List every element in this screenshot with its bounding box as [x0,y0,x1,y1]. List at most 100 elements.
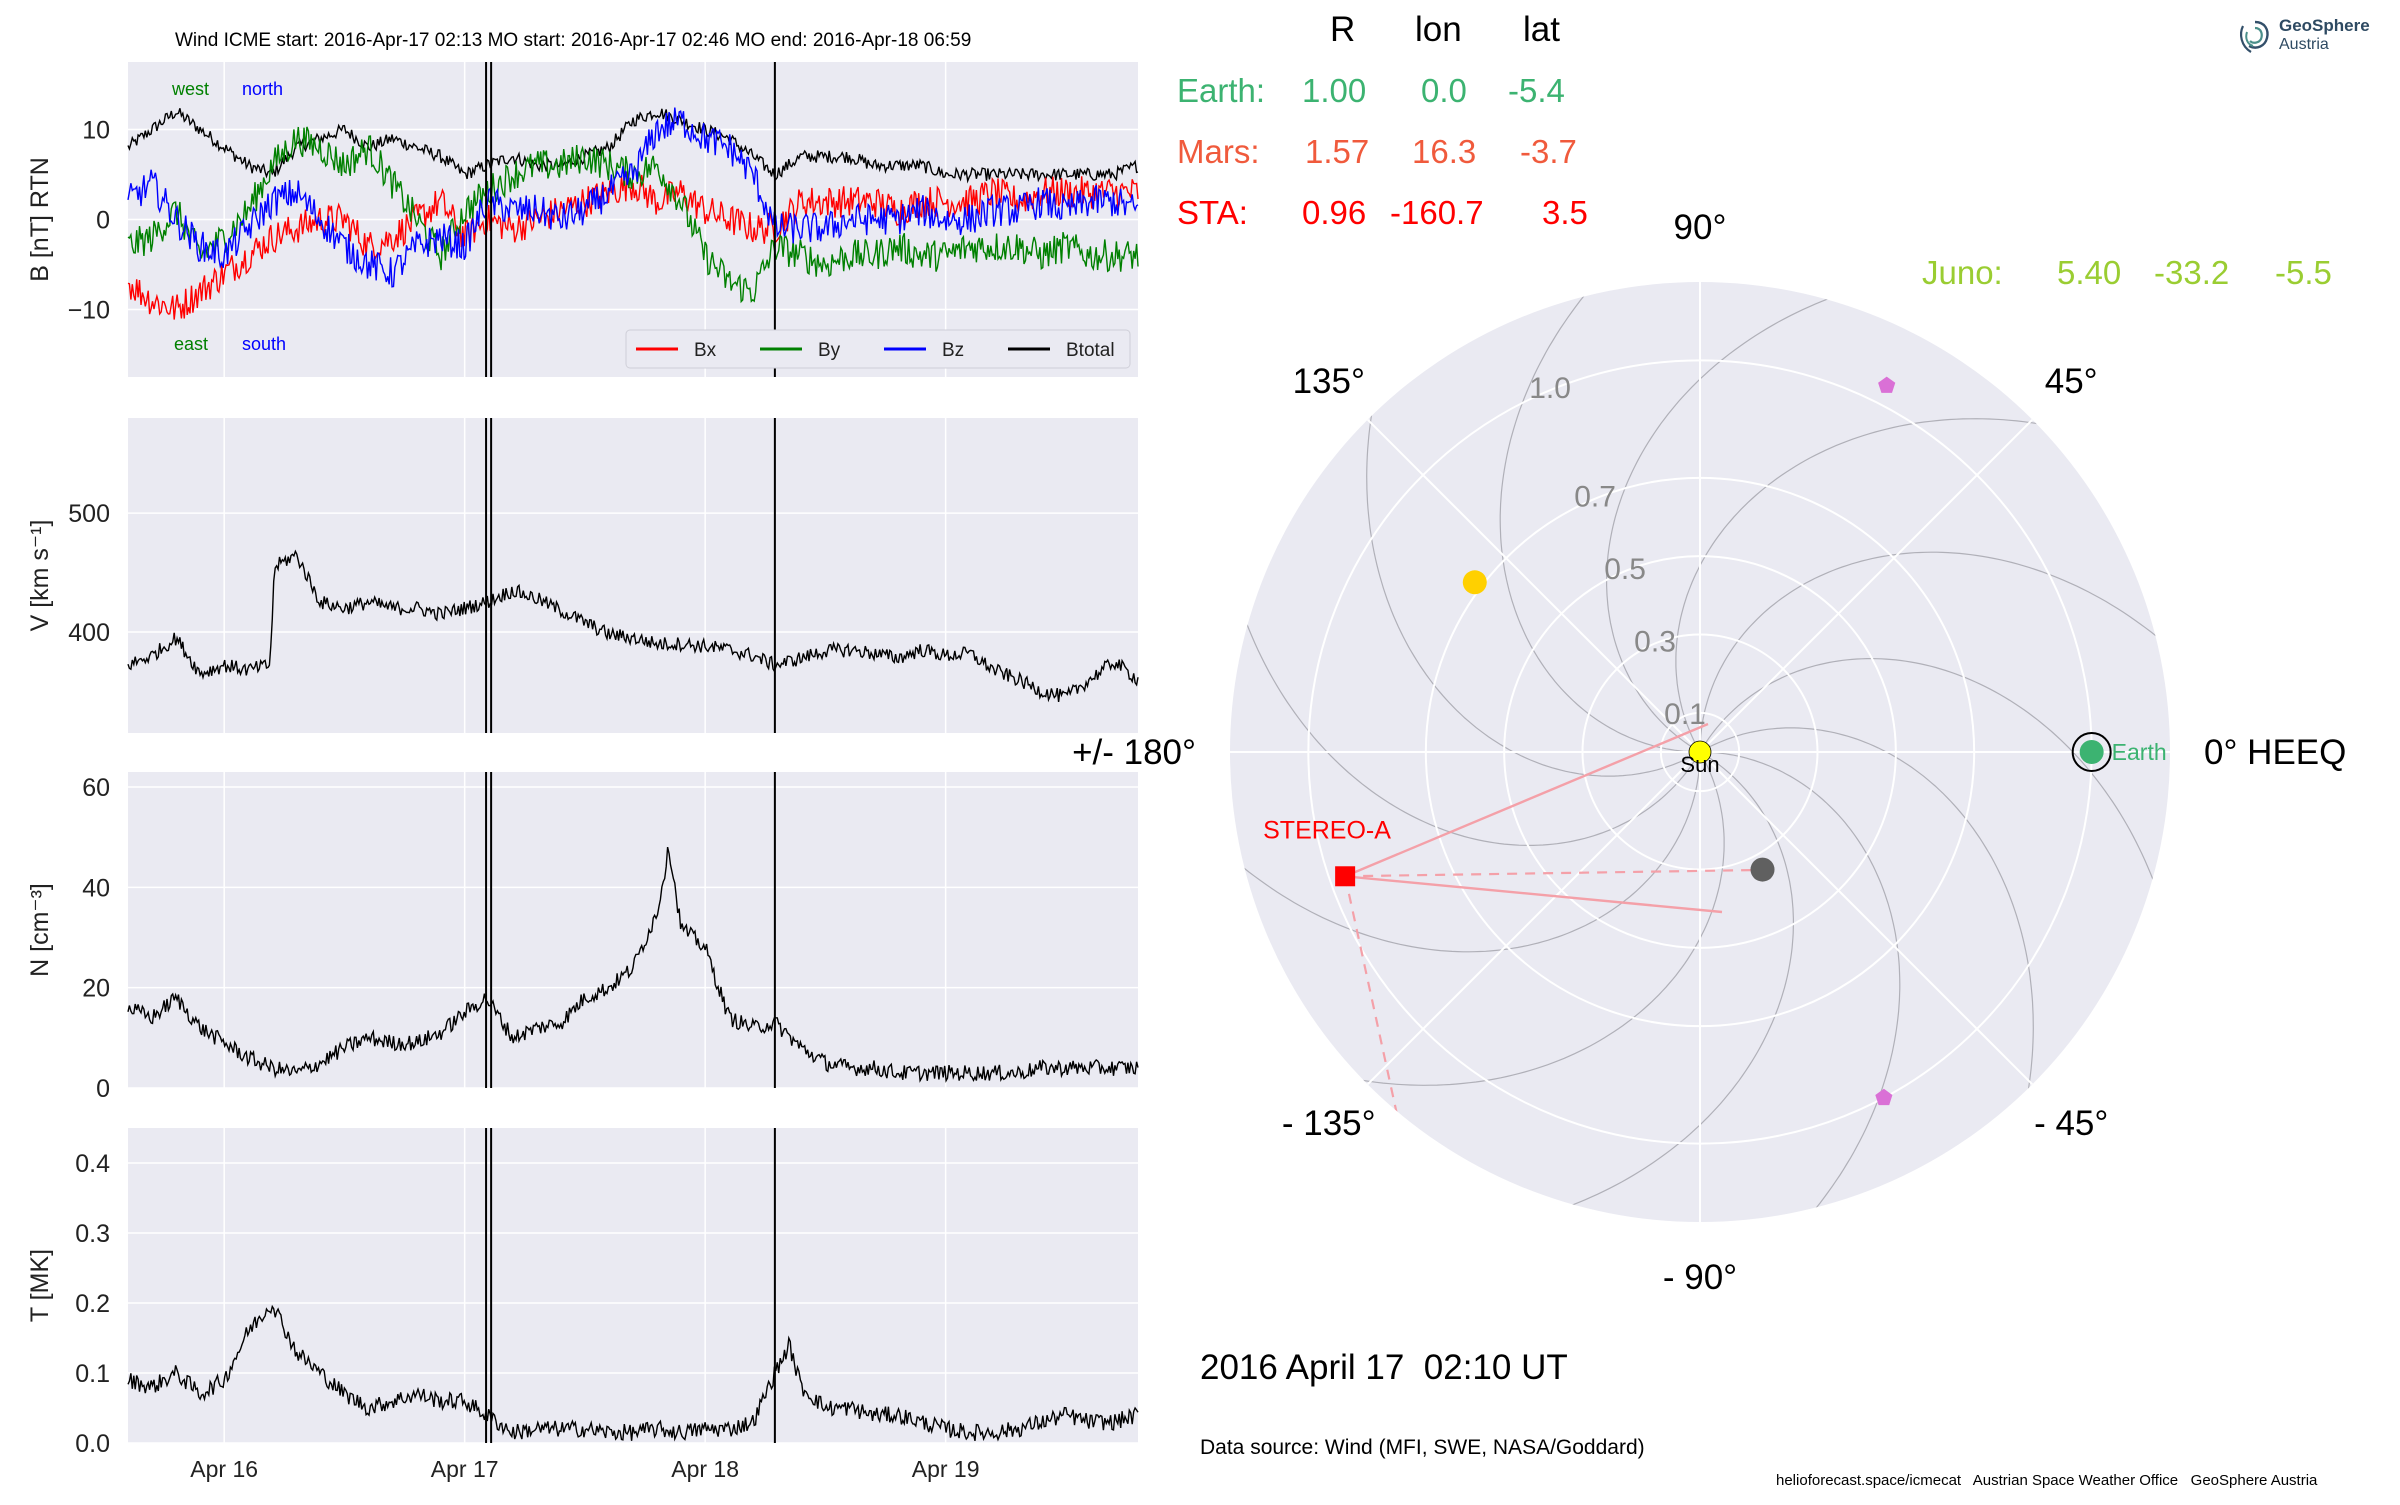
table-header-lat: lat [1523,10,1560,49]
angle-label: 45° [2045,362,2098,401]
body-psp-1 [1878,376,1896,393]
legend-box [625,329,1131,369]
y-tick-label: 0.4 [75,1150,110,1178]
row-lon: -160.7 [1390,194,1484,231]
angle-label: 0° HEEQ [2204,733,2346,772]
r-tick-label: 0.7 [1574,481,1616,514]
r-tick-label: 0.5 [1604,553,1646,586]
y-axis-label: V [km s⁻¹] [26,520,54,632]
r-tick-label: 1.0 [1529,372,1571,405]
parker-spiral [1699,551,2170,753]
panel-background [128,772,1138,1088]
row-r: 1.57 [1305,133,1370,170]
body-marker [1750,857,1775,882]
y-tick-label: 0.3 [75,1220,110,1248]
table-header-lon: lon [1415,10,1462,49]
x-tick-label: Apr 17 [431,1456,499,1482]
body-marker [1688,740,1712,764]
row-lat: -5.4 [1508,72,1565,109]
parker-spiral [1675,418,2102,753]
panel-temperature: 0.4 0.3 0.2 0.1 0.0 T [MK] [26,1128,1139,1458]
ring-gridline [1581,633,1819,871]
legend-label: Bz [942,340,964,361]
polar-inner: 0.1 0.3 0.5 0.7 1.0 [1230,282,2170,1222]
angle-label: - 45° [2034,1104,2108,1143]
y-axis-label: T [MK] [26,1249,54,1322]
row-name: Juno: [1922,254,2003,291]
earth-ring [2071,732,2112,772]
row-name: STA: [1177,194,1248,231]
series-line-bx [127,171,1139,320]
panel-background [128,1128,1138,1443]
body-psp-2 [1875,1088,1893,1106]
legend-label: By [818,340,841,361]
y-axis-label: B [nT] RTN [26,157,54,282]
body-marker [1875,1088,1893,1106]
r-tick-label: 0.1 [1664,698,1706,731]
y-tick-label: 10 [82,117,110,145]
row-r: 5.40 [2057,254,2122,291]
row-name: Mars: [1177,133,1260,170]
y-tick-label: −10 [68,297,110,325]
parker-spiral [1298,751,1725,1086]
x-tick-label: Apr 19 [912,1456,980,1482]
fov-dashed-line [1344,876,1442,1222]
row-name: Earth: [1177,72,1266,109]
row-r: 0.96 [1302,194,1367,231]
angle-label: 90° [1674,208,1727,247]
y-tick-label: 0 [96,207,110,235]
series-line-bz [127,107,1139,288]
panel-speed: 500 400 V [km s⁻¹] [26,418,1139,733]
x-tick-label: Apr 18 [671,1456,739,1482]
annotation-east: east [174,334,208,354]
y-tick-label: 0.2 [75,1290,110,1318]
row-lon: 16.3 [1412,133,1477,170]
row-lat: -3.7 [1520,133,1577,170]
stereo-a-fov [1344,722,1761,1222]
body-stereo-a: STEREO-A [1263,816,1391,887]
body-label: STEREO-A [1263,816,1391,844]
legend-label: Bx [694,340,717,361]
y-tick-label: 0.0 [75,1430,110,1458]
panel-background [128,418,1138,733]
figure-title: Wind ICME start: 2016-Apr-17 02:13 MO st… [175,30,972,51]
footer-credits: helioforecast.space/icmecat Austrian Spa… [1776,1472,2318,1489]
time-series-panels: 10 0 −10 B [nT] RTN west north east south Bx By Bz… [26,62,1139,1482]
body-marker [1878,376,1896,393]
series-line-density [127,846,1139,1083]
legend-label: Btotal [1066,340,1115,361]
x-tick-label: Apr 16 [190,1456,258,1482]
y-axis-label: N [cm⁻³] [26,883,54,977]
angle-label: - 135° [1282,1104,1376,1143]
ring-gridline [1503,555,1897,949]
parker-spiral [1699,727,2034,1154]
logo-line1: GeoSphere [2279,16,2370,35]
parker-spiral [1230,751,1701,953]
parker-spiral [1230,561,1701,847]
annotation-north: north [242,79,283,99]
r-tick-label: 0.3 [1634,625,1676,658]
panel-magnetic_field: 10 0 −10 B [nT] RTN west north east south Bx By Bz… [26,62,1139,377]
y-tick-label: 40 [82,874,110,902]
body-marker [1335,866,1356,887]
logo-swirl-icon [2240,20,2269,53]
polar-plot: 0.1 0.3 0.5 0.7 1.0 0° HEEQ 45° 90° 135° +/- 180°… [1072,208,2346,1297]
body-mercury [1750,857,1775,882]
body-marker [2079,740,2104,764]
timestamp: 2016 April 17 02:10 UT [1200,1348,1568,1387]
fov-line [1344,722,1709,878]
body-venus [1462,570,1487,595]
row-lon: -33.2 [2154,254,2230,291]
body-label: Earth [2112,739,2167,765]
ring-gridline [1659,711,1741,793]
body-marker [1462,570,1487,595]
fov-dashed-line [1345,868,1761,878]
angle-label: 135° [1293,362,1365,401]
parker-spiral [1509,751,1795,1222]
logo-line2: Austria [2279,36,2329,53]
y-tick-label: 500 [68,500,110,528]
annotation-south: south [242,334,286,354]
panel-density: 60 40 20 0 N [cm⁻³] [26,772,1139,1103]
